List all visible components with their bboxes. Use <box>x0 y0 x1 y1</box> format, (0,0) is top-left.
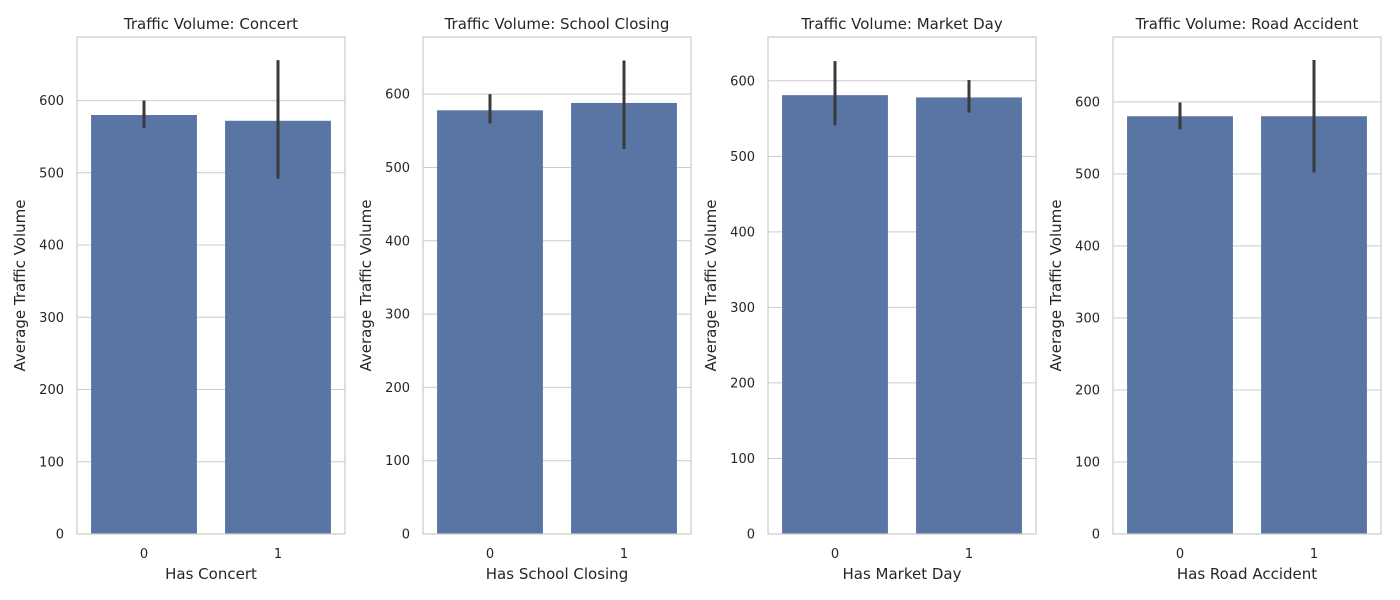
y-tick-label: 100 <box>730 452 755 467</box>
y-tick-label: 100 <box>1075 455 1100 470</box>
bar <box>225 120 331 534</box>
x-axis-label: Has Concert <box>165 565 257 583</box>
y-axis-label: Average Traffic Volume <box>702 200 720 372</box>
y-tick-label: 400 <box>1075 239 1100 254</box>
x-tick-label: 1 <box>1310 547 1318 562</box>
y-tick-label: 600 <box>39 94 64 109</box>
plot-frame <box>767 36 1037 535</box>
y-axis-label: Average Traffic Volume <box>357 200 375 372</box>
bar <box>1127 116 1233 535</box>
y-axis-label: Average Traffic Volume <box>1047 200 1065 372</box>
x-axis-label: Has Road Accident <box>1177 565 1317 583</box>
y-tick-label: 0 <box>1092 528 1100 543</box>
panel-title: Traffic Volume: Market Day <box>800 15 1003 33</box>
panel-title: Traffic Volume: Concert <box>123 15 298 33</box>
y-tick-label: 100 <box>385 454 410 469</box>
y-tick-label: 200 <box>730 376 755 391</box>
y-tick-label: 300 <box>385 308 410 323</box>
y-axis-label: Average Traffic Volume <box>11 200 29 372</box>
bar <box>571 102 677 534</box>
y-tick-label: 500 <box>39 166 64 181</box>
chart-panel: 0 100 200 300 400 500 600 0 1 Has Road Accident Av… <box>1047 15 1382 583</box>
y-tick-label: 500 <box>1075 167 1100 182</box>
y-tick-label: 500 <box>730 150 755 165</box>
x-tick-label: 0 <box>140 547 148 562</box>
chart-panel: 0 100 200 300 400 500 600 0 1 Has Market Day Avera… <box>702 15 1037 583</box>
y-tick-label: 0 <box>402 528 410 543</box>
y-tick-label: 600 <box>1075 95 1100 110</box>
x-tick-label: 1 <box>274 547 282 562</box>
chart-panel: 0 100 200 300 400 500 600 0 1 Has Concert Average … <box>11 15 346 583</box>
x-tick-label: 0 <box>1176 547 1184 562</box>
plot-frame <box>422 36 692 535</box>
chart-panel: 0 100 200 300 400 500 600 0 1 Has School Closing A… <box>357 15 692 583</box>
plot-frame <box>76 36 346 535</box>
y-tick-label: 300 <box>39 311 64 326</box>
plot-frame <box>1112 36 1382 535</box>
y-tick-label: 0 <box>747 528 755 543</box>
bar <box>91 115 197 534</box>
bar <box>916 97 1022 534</box>
x-tick-label: 1 <box>965 547 973 562</box>
x-tick-label: 0 <box>831 547 839 562</box>
x-axis-label: Has Market Day <box>842 565 961 583</box>
y-tick-label: 600 <box>730 74 755 89</box>
panel-title: Traffic Volume: School Closing <box>444 15 670 33</box>
y-tick-label: 300 <box>730 301 755 316</box>
y-tick-label: 200 <box>39 383 64 398</box>
y-tick-label: 200 <box>1075 383 1100 398</box>
y-tick-label: 400 <box>39 239 64 254</box>
y-tick-label: 0 <box>56 528 64 543</box>
x-tick-label: 1 <box>620 547 628 562</box>
y-tick-label: 300 <box>1075 311 1100 326</box>
y-tick-label: 100 <box>39 455 64 470</box>
y-tick-label: 400 <box>730 225 755 240</box>
y-tick-label: 600 <box>385 88 410 103</box>
panel-title: Traffic Volume: Road Accident <box>1135 15 1359 33</box>
y-tick-label: 400 <box>385 234 410 249</box>
bar <box>437 110 543 534</box>
x-axis-label: Has School Closing <box>486 565 628 583</box>
y-tick-label: 200 <box>385 381 410 396</box>
bar <box>782 95 888 534</box>
y-tick-label: 500 <box>385 161 410 176</box>
bar <box>1261 116 1367 535</box>
x-tick-label: 0 <box>486 547 494 562</box>
